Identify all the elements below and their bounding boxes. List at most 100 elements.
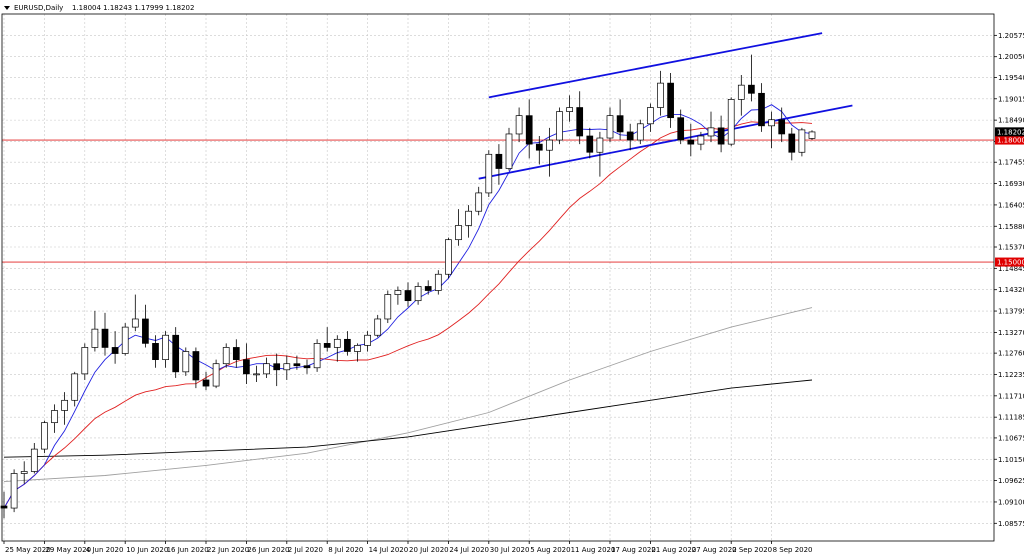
candle: [667, 72, 674, 128]
collapse-triangle-icon[interactable]: [4, 6, 10, 10]
candle-body-bull: [808, 131, 816, 139]
candle: [808, 130, 816, 141]
x-tick-label: 30 Jul 2020: [490, 546, 530, 554]
candle-body-bull: [445, 239, 452, 275]
candle: [566, 95, 573, 122]
ma-slow-gray-line: [3, 307, 813, 483]
candle: [505, 127, 513, 171]
x-tick-label: 10 Jun 2020: [126, 546, 168, 554]
plot-border: [1, 13, 995, 542]
candle: [737, 74, 745, 116]
candle-body-bull: [131, 318, 139, 328]
chart-header: EURUSD,Daily 1.18004 1.18243 1.17999 1.1…: [4, 4, 194, 12]
candle-body-bull: [485, 153, 493, 194]
channel-trendline[interactable]: [488, 32, 823, 99]
candle: [293, 355, 301, 370]
candle: [657, 70, 664, 116]
candle: [131, 294, 139, 332]
candle: [394, 286, 402, 305]
grid-layer: [2, 14, 994, 541]
candle: [798, 127, 806, 157]
candle: [525, 99, 533, 159]
candle: [263, 357, 270, 378]
ohlc-readout: 1.18004 1.18243 1.17999 1.18202: [72, 4, 194, 12]
x-tick-label: 2 Jul 2020: [288, 546, 323, 554]
y-tick-label: 1.14845: [998, 265, 1024, 273]
candle-body-bear: [0, 505, 8, 509]
candle-body-bull: [697, 135, 705, 145]
candle: [243, 343, 250, 385]
symbol-label: EURUSD,Daily: [14, 4, 63, 12]
candle-body-bull: [737, 84, 745, 100]
candle-body-bear: [677, 117, 685, 141]
candle-body-bear: [748, 84, 755, 94]
candle: [212, 359, 220, 389]
y-tick-label: 1.15370: [998, 244, 1024, 252]
candle: [707, 111, 715, 143]
candle: [758, 83, 765, 132]
candle-body-bull: [253, 373, 260, 376]
candle-body-bull: [71, 373, 79, 401]
candle: [445, 237, 452, 279]
candle-body-bear: [667, 82, 674, 119]
candle-body-bull: [657, 82, 664, 108]
candle: [30, 443, 38, 474]
candle-body-bear: [586, 135, 594, 153]
candle: [91, 310, 99, 352]
candle-body-bear: [303, 365, 311, 369]
candle-body-bull: [707, 127, 715, 137]
candle-body-bull: [121, 326, 129, 354]
candle-body-bull: [81, 347, 89, 375]
candle: [172, 327, 180, 378]
candle: [384, 290, 392, 324]
candle-body-bear: [172, 334, 180, 373]
candle-body-bull: [333, 338, 341, 348]
x-tick-label: 21 Aug 2020: [651, 546, 696, 554]
candle: [515, 107, 523, 143]
channel-lines-layer: [478, 32, 853, 180]
candle: [273, 353, 281, 387]
x-tick-label: 11 Aug 2020: [571, 546, 616, 554]
candle-body-bear: [758, 92, 765, 127]
candle-body-bear: [323, 343, 331, 348]
y-tick-label: 1.13270: [998, 329, 1024, 337]
candle: [424, 280, 432, 295]
y-tick-label: 1.16930: [998, 180, 1024, 188]
candle-body-bear: [152, 343, 159, 360]
y-tick-label: 1.12760: [998, 350, 1024, 358]
candle: [495, 144, 503, 185]
y-tick-label: 1.20050: [998, 53, 1024, 61]
candle-body-bull: [414, 286, 422, 302]
candle-body-bull: [30, 448, 38, 472]
candle-body-bear: [404, 290, 412, 302]
y-tick-label: 1.17455: [998, 159, 1024, 167]
candle: [677, 109, 685, 145]
candle-body-bull: [212, 363, 220, 387]
channel-trendline[interactable]: [478, 104, 853, 180]
candle: [404, 282, 412, 307]
candle-body-bull: [798, 129, 806, 153]
candle-body-bull: [455, 225, 462, 241]
candle-body-bear: [293, 363, 301, 367]
y-tick-label: 1.19540: [998, 74, 1024, 82]
y-tick-label: 1.08575: [998, 520, 1024, 528]
candle: [61, 392, 68, 425]
candle: [81, 343, 89, 380]
candle-body-bear: [535, 143, 543, 151]
y-tick-label: 1.14320: [998, 286, 1024, 294]
y-tick-label: 1.18490: [998, 117, 1024, 125]
candle-body-bull: [727, 99, 735, 145]
x-tick-label: 26 Jun 2020: [247, 546, 289, 554]
candle-body-bull: [263, 363, 270, 375]
candle: [475, 186, 483, 216]
candle-body-bear: [626, 131, 634, 141]
candle: [434, 270, 442, 295]
y-tick-label: 1.19015: [998, 95, 1024, 103]
candle: [121, 323, 129, 356]
candle-body-bull: [556, 111, 563, 141]
candle-body-bear: [576, 107, 584, 137]
y-tick-label: 1.11710: [998, 392, 1024, 400]
candle: [51, 404, 58, 433]
candle: [142, 304, 149, 348]
